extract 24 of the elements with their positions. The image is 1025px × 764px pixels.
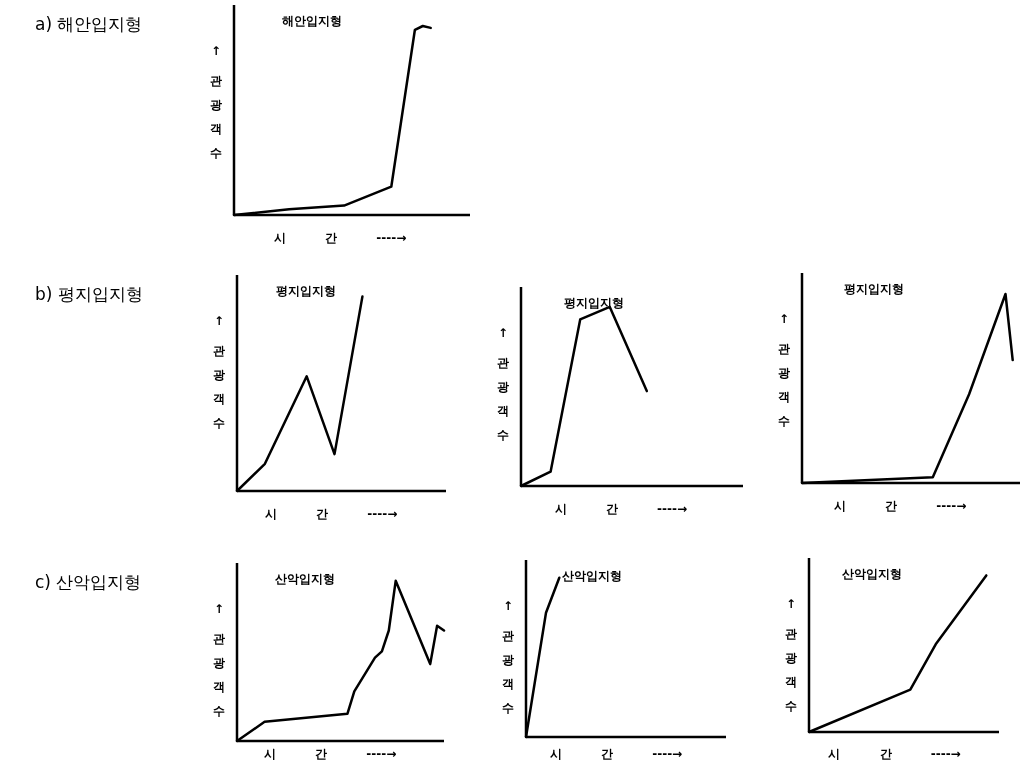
x-axis-title: 시 간 ----→ — [554, 502, 688, 516]
text: c) 산악입지형 — [35, 572, 142, 592]
chart-title: 산악입지형 — [275, 572, 336, 586]
text: ↑ 관광객수 — [785, 597, 797, 713]
chart-title: 산악입지형 — [562, 569, 622, 583]
chart-title: 산악입지형 — [841, 567, 902, 581]
x-axis-title: 시 간 ----→ — [549, 747, 683, 761]
text: ↑ 관광객수 — [213, 314, 225, 430]
text: b) 평지입지형 — [35, 284, 143, 304]
x-axis-title: 시 간 ----→ — [274, 231, 407, 245]
chart-title: 평지입지형 — [843, 282, 904, 296]
x-axis-title: 시 간 ----→ — [264, 507, 398, 521]
x-axis-title: 시 간 ----→ — [263, 747, 397, 761]
text: ↑ 관광객수 — [502, 599, 514, 715]
chart-title: 해안입지형 — [281, 14, 342, 28]
text: ↑ 관광객수 — [778, 312, 790, 428]
text: ↑ 관광객수 — [210, 44, 222, 160]
text: ↑ 관광객수 — [497, 326, 509, 442]
chart-title: 평지입지형 — [564, 296, 625, 310]
text: ↑ 관광객수 — [213, 602, 225, 718]
text: a) 해안입지형 — [35, 14, 143, 34]
chart-title: 평지입지형 — [275, 284, 336, 298]
x-axis-title: 시 간 ----→ — [828, 747, 961, 761]
x-axis-title: 시 간 ----→ — [833, 499, 967, 513]
